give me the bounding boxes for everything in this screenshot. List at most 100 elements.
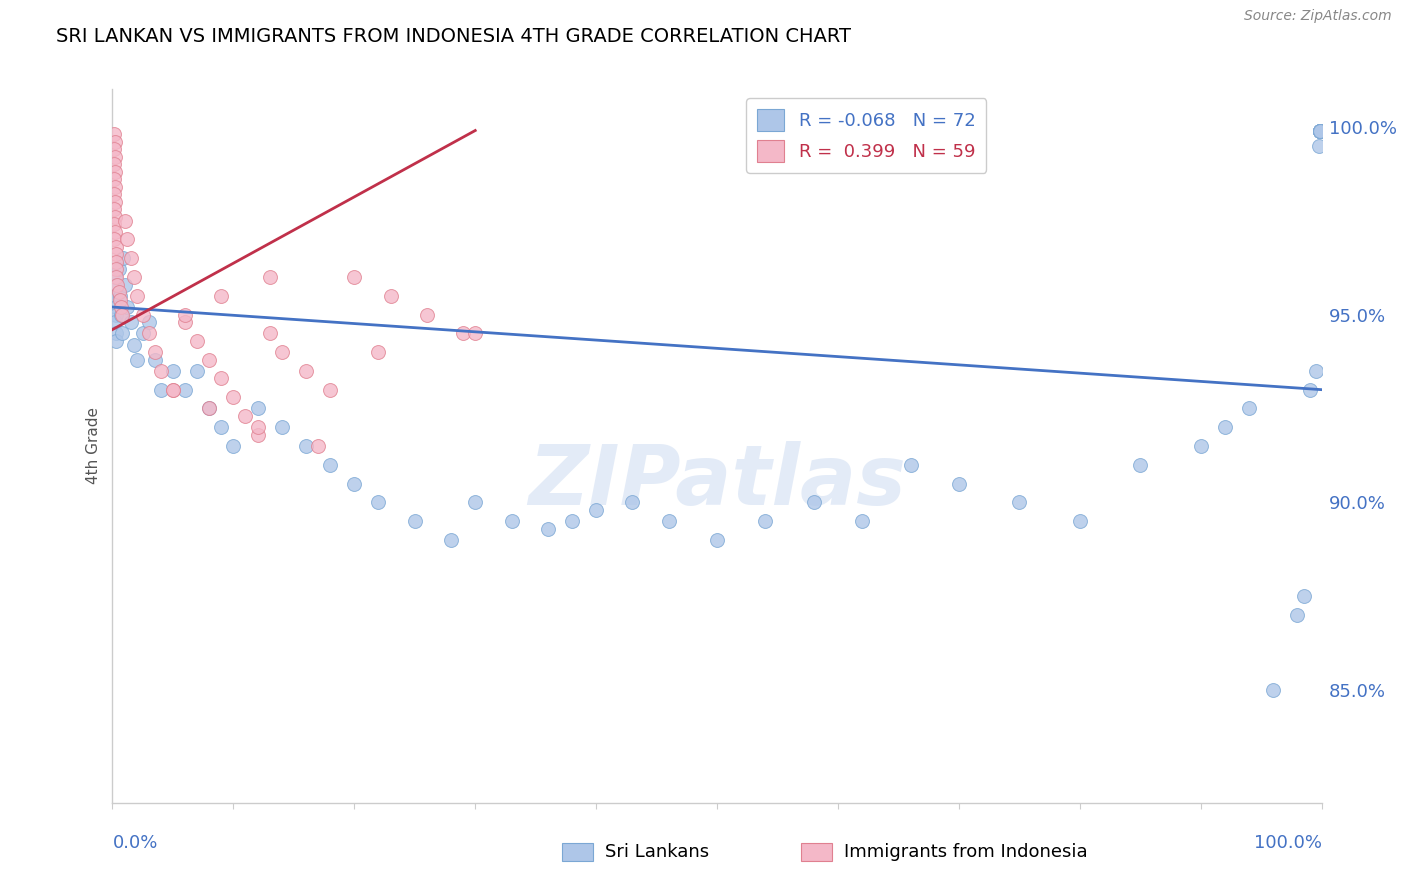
Point [1237,401,1260,416]
Point [149,364,172,378]
Point [111,308,134,322]
Point [270,345,292,359]
Point [105,277,128,292]
Point [107,262,129,277]
Point [104,210,127,224]
Point [105,247,128,261]
Point [367,345,389,359]
Point [105,262,128,277]
Point [235,409,257,423]
Point [110,308,132,322]
Point [115,232,138,246]
Point [174,383,197,397]
Text: Immigrants from Indonesia: Immigrants from Indonesia [844,843,1087,861]
Point [186,364,208,378]
Point [900,458,922,472]
Point [174,308,197,322]
Point [125,352,148,367]
Point [104,270,127,285]
Point [111,326,134,341]
Point [1129,458,1152,472]
Text: Sri Lankans: Sri Lankans [605,843,709,861]
Point [561,514,583,528]
Point [104,135,127,149]
Point [246,420,269,434]
Point [104,179,127,194]
Point [114,277,136,292]
Point [132,326,155,341]
Point [103,232,125,246]
Point [1309,123,1331,137]
Point [1309,123,1331,137]
Point [105,300,128,314]
Point [105,255,128,269]
Point [198,352,221,367]
Point [1309,123,1331,137]
Point [112,251,135,265]
Point [222,439,245,453]
Point [1309,123,1331,137]
Point [186,334,208,348]
Point [464,495,486,509]
Point [198,401,221,416]
Point [295,364,318,378]
Point [105,240,128,254]
Point [1263,683,1285,698]
Point [120,315,142,329]
Point [1308,138,1330,153]
Point [105,334,128,348]
Point [222,390,245,404]
Point [198,401,221,416]
Point [1069,514,1091,528]
Point [105,308,128,322]
Point [1309,123,1331,137]
Point [1309,123,1331,137]
Point [501,514,523,528]
Point [149,383,172,397]
Point [1298,383,1320,397]
Point [162,383,184,397]
Point [404,514,426,528]
Point [125,289,148,303]
Point [107,285,129,299]
Point [209,371,232,385]
Point [105,326,128,341]
Point [104,150,127,164]
Point [104,165,127,179]
Point [1213,420,1236,434]
Point [174,315,197,329]
Point [1286,607,1309,622]
Point [851,514,873,528]
Text: SRI LANKAN VS IMMIGRANTS FROM INDONESIA 4TH GRADE CORRELATION CHART: SRI LANKAN VS IMMIGRANTS FROM INDONESIA … [56,27,851,45]
Point [132,308,155,322]
Point [464,326,486,341]
Point [122,337,145,351]
Point [1309,123,1331,137]
Point [658,514,681,528]
Point [103,172,125,186]
Point [803,495,825,509]
Point [105,270,128,285]
Point [343,476,366,491]
Point [1292,589,1315,603]
Point [104,194,127,209]
Point [108,289,131,303]
Point [115,300,138,314]
Point [1008,495,1031,509]
Text: ZIPatlas: ZIPatlas [529,442,905,522]
Point [270,420,292,434]
Point [246,427,269,442]
Y-axis label: 4th Grade: 4th Grade [86,408,101,484]
Text: 0.0%: 0.0% [112,834,157,852]
Point [103,218,125,232]
Text: Source: ZipAtlas.com: Source: ZipAtlas.com [1244,9,1392,23]
Point [319,383,342,397]
Point [103,187,125,202]
Point [1189,439,1212,453]
Point [367,495,389,509]
Point [114,213,136,227]
Point [104,315,127,329]
Legend: R = -0.068   N = 72, R =  0.399   N = 59: R = -0.068 N = 72, R = 0.399 N = 59 [747,98,986,173]
Point [209,420,232,434]
Point [105,277,128,292]
